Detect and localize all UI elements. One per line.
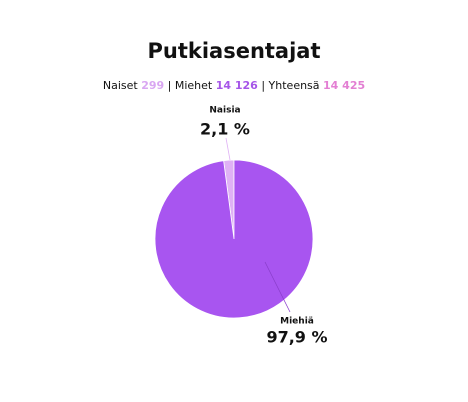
value-label: 97,9 % — [266, 328, 327, 347]
leader-line — [264, 261, 291, 313]
summary-name: Miehet — [175, 79, 213, 92]
separator: | — [258, 79, 269, 92]
summary-value: 14 425 — [323, 79, 365, 92]
summary-name: Naiset — [103, 79, 139, 92]
summary-value: 14 126 — [216, 79, 258, 92]
chart-title: Putkiasentajat — [147, 39, 320, 63]
value-label: 2,1 % — [200, 120, 250, 139]
slice-label: Miehiä — [280, 317, 314, 327]
leader-line — [225, 137, 231, 161]
pie-slice — [154, 159, 314, 319]
summary-name: Yhteensä — [268, 79, 320, 92]
slice-label: Naisia — [209, 106, 240, 116]
separator: | — [164, 79, 175, 92]
summary: Naiset 299 | Miehet 14 126 | Yhteensä 14… — [103, 79, 365, 92]
summary-value: 299 — [141, 79, 164, 92]
